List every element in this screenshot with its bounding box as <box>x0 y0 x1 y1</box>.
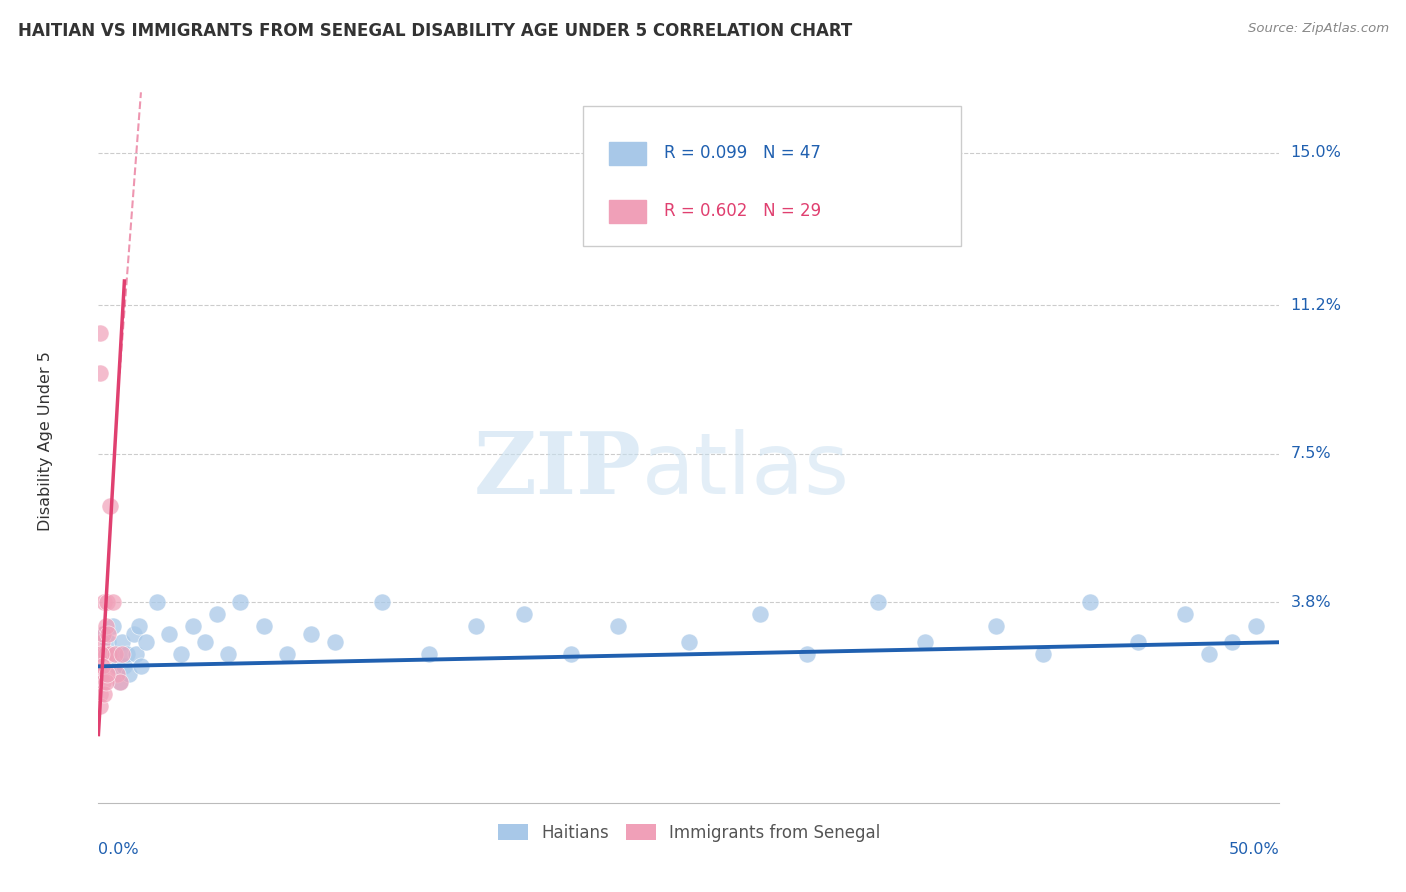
Point <box>93 595 115 609</box>
Point <box>371 595 394 609</box>
Text: Source: ZipAtlas.com: Source: ZipAtlas.com <box>1249 22 1389 36</box>
Point <box>93 648 115 662</box>
Point <box>984 619 1007 633</box>
Point <box>91 675 114 690</box>
Point <box>194 635 217 649</box>
Point <box>1198 648 1220 662</box>
Point <box>122 627 145 641</box>
Point <box>157 627 180 641</box>
Point <box>914 635 936 649</box>
Point <box>205 607 228 622</box>
Point <box>105 659 128 673</box>
Point <box>91 659 114 673</box>
Point <box>111 635 134 649</box>
Point <box>96 667 118 681</box>
Point <box>146 595 169 609</box>
Text: 50.0%: 50.0% <box>1229 842 1279 856</box>
Text: HAITIAN VS IMMIGRANTS FROM SENEGAL DISABILITY AGE UNDER 5 CORRELATION CHART: HAITIAN VS IMMIGRANTS FROM SENEGAL DISAB… <box>18 22 852 40</box>
Point <box>253 619 276 633</box>
Point <box>181 619 204 633</box>
Text: R = 0.099   N = 47: R = 0.099 N = 47 <box>664 145 821 162</box>
Point <box>90 648 112 662</box>
Point <box>866 595 889 609</box>
Point <box>104 648 127 662</box>
Text: Disability Age Under 5: Disability Age Under 5 <box>38 351 53 532</box>
Point <box>105 667 128 681</box>
Point <box>276 648 298 662</box>
Point <box>217 648 239 662</box>
Point <box>89 326 111 341</box>
Text: 15.0%: 15.0% <box>1291 145 1341 160</box>
Point <box>129 659 152 673</box>
Point <box>1174 607 1197 622</box>
Point <box>229 595 252 609</box>
Point <box>1220 635 1243 649</box>
Point <box>91 627 114 641</box>
Point <box>111 648 134 662</box>
Point <box>108 675 131 690</box>
Point <box>560 648 582 662</box>
Legend: Haitians, Immigrants from Senegal: Haitians, Immigrants from Senegal <box>491 817 887 848</box>
Point <box>94 648 117 662</box>
Point <box>1080 595 1102 609</box>
Point <box>465 619 488 633</box>
Text: 11.2%: 11.2% <box>1291 298 1341 312</box>
Point <box>1126 635 1149 649</box>
Point <box>91 627 114 641</box>
Point <box>101 595 124 609</box>
Point <box>115 648 138 662</box>
Point <box>170 648 193 662</box>
Point <box>97 635 120 649</box>
Point <box>98 499 121 513</box>
Point <box>90 667 112 681</box>
Point <box>323 635 346 649</box>
Text: atlas: atlas <box>641 429 849 512</box>
FancyBboxPatch shape <box>582 105 960 246</box>
Point <box>112 659 135 673</box>
Point <box>607 619 630 633</box>
Point <box>796 648 818 662</box>
Point <box>89 687 111 701</box>
Point <box>91 659 114 673</box>
Point <box>97 627 120 641</box>
Text: 0.0%: 0.0% <box>98 842 139 856</box>
Bar <box>609 200 647 223</box>
Point <box>299 627 322 641</box>
Text: 3.8%: 3.8% <box>1291 595 1331 609</box>
Point <box>89 366 111 380</box>
Text: 7.5%: 7.5% <box>1291 446 1331 461</box>
Point <box>98 648 121 662</box>
Text: ZIP: ZIP <box>474 428 641 512</box>
Text: R = 0.602   N = 29: R = 0.602 N = 29 <box>664 202 821 220</box>
Point <box>1244 619 1267 633</box>
Point <box>90 667 112 681</box>
Point <box>96 595 118 609</box>
Point <box>125 648 148 662</box>
Point <box>94 675 117 690</box>
Point <box>94 619 117 633</box>
Point <box>512 607 534 622</box>
Point <box>418 648 440 662</box>
Point <box>108 675 131 690</box>
Point <box>89 699 111 714</box>
Point <box>101 619 124 633</box>
Point <box>678 635 700 649</box>
Point <box>128 619 150 633</box>
Point <box>98 648 121 662</box>
Point <box>118 667 141 681</box>
Point <box>135 635 157 649</box>
Point <box>93 687 115 701</box>
Point <box>1032 648 1054 662</box>
Point <box>104 648 127 662</box>
Point <box>748 607 770 622</box>
Bar <box>609 142 647 165</box>
Point <box>91 635 114 649</box>
Point <box>90 648 112 662</box>
